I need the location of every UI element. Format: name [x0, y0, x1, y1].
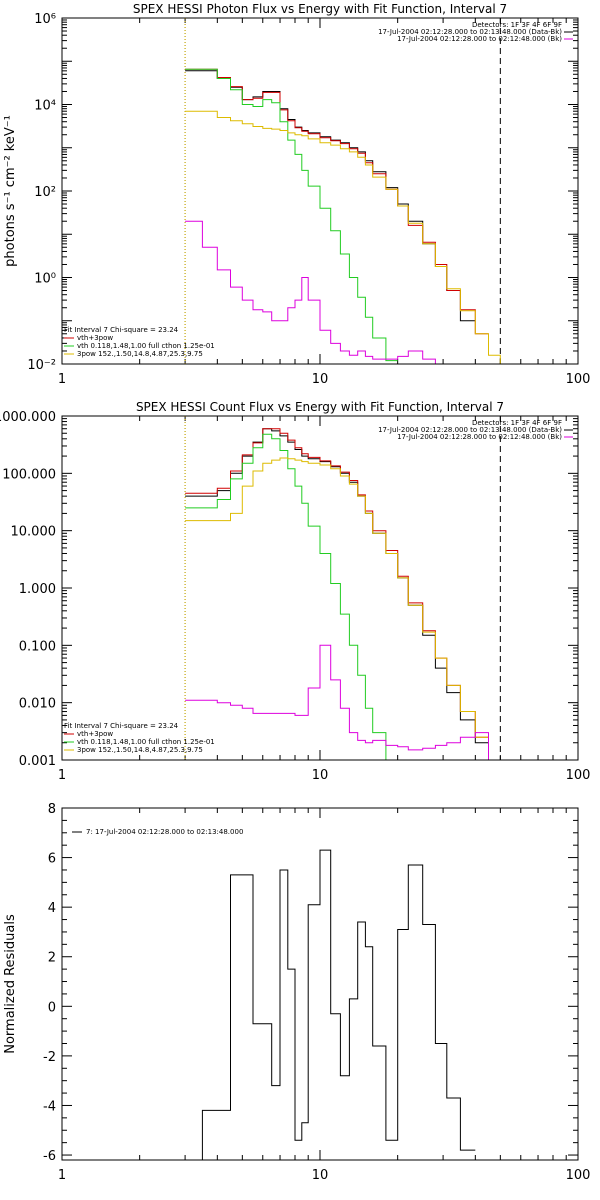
y-tick-label: 1000.000 — [0, 410, 56, 425]
series-line-4 — [185, 110, 511, 364]
legend-entry: Fit Interval 7 Chi-square = 23.24 — [64, 722, 179, 730]
x-axis-ticks — [61, 416, 567, 760]
x-axis-ticks — [61, 808, 567, 1160]
x-tick-label: 10 — [312, 768, 329, 783]
y-tick-label: 10² — [34, 185, 56, 200]
y-tick-label: 0.100 — [19, 639, 56, 654]
series-line-5 — [185, 220, 447, 364]
plot-frame — [61, 807, 579, 1161]
series-group — [185, 428, 501, 760]
series-line-2 — [185, 68, 489, 335]
legend-entry: vth+3pow — [77, 334, 113, 342]
legend-entry: Detectors: 1F 3F 4F 6F 9F — [472, 419, 562, 427]
series-line-3 — [185, 68, 398, 362]
y-tick-label: 4 — [48, 901, 56, 916]
legend-entry: vth 0.118,1.48,1.00 full cthon 1.25e-01 — [77, 342, 215, 350]
series-group — [185, 68, 511, 364]
series-line-1 — [185, 70, 476, 322]
series-line-3 — [185, 433, 398, 760]
series-group — [185, 849, 476, 1160]
chart-panel-1: SPEX HESSI Photon Flux vs Energy with Fi… — [3, 2, 590, 387]
x-tick-label: 10 — [312, 372, 329, 387]
x-tick-label: 1 — [58, 1168, 66, 1183]
series-line-2 — [185, 428, 489, 738]
y-tick-label: 10⁶ — [34, 12, 56, 27]
series-line-1 — [185, 849, 476, 1160]
y-tick-label: -2 — [43, 1050, 56, 1065]
x-tick-label: 100 — [566, 768, 591, 783]
x-tick-label: 100 — [566, 372, 591, 387]
y-tick-label: 2 — [48, 951, 56, 966]
y-tick-label: 8 — [48, 802, 56, 817]
y-tick-label: -4 — [43, 1099, 56, 1114]
series-line-4 — [185, 457, 501, 760]
y-tick-label: 0 — [48, 1000, 56, 1015]
x-tick-label: 1 — [58, 372, 66, 387]
plot-frame — [61, 415, 579, 761]
y-tick-label: 0.010 — [19, 697, 56, 712]
legend-entry: 17-Jul-2004 02:12:28.000 to 02:12:48.000… — [397, 433, 562, 441]
legend-entry: 17-Jul-2004 02:12:28.000 to 02:13:48.000… — [378, 28, 562, 36]
x-tick-label: 10 — [312, 1168, 329, 1183]
x-tick-label: 1 — [58, 768, 66, 783]
y-tick-label: 1.000 — [19, 582, 56, 597]
y-tick-label: 10⁴ — [34, 99, 56, 114]
legend-entry: Detectors: 1F 3F 4F 6F 9F — [472, 21, 562, 29]
legend-entry: Fit Interval 7 Chi-square = 23.24 — [64, 326, 179, 334]
y-tick-label: 100.000 — [2, 467, 56, 482]
y-axis-label: Normalized Residuals — [3, 914, 18, 1054]
legend-entry: 17-Jul-2004 02:12:28.000 to 02:12:48.000… — [397, 35, 562, 43]
chart-panel-3: Normalized Residuals 1 10 100 -6 -4 -2 0 2 4 6 8 7: … — [3, 802, 590, 1183]
y-tick-label: 10.000 — [11, 525, 57, 540]
x-axis-ticks — [61, 18, 567, 364]
chart-panel-2: SPEX HESSI Count Flux vs Energy with Fit… — [0, 400, 590, 783]
legend-entry: 17-Jul-2004 02:12:28.000 to 02:13:48.000… — [378, 426, 562, 434]
legend-entry: 3pow 152.,1.50,14.8,4.87,25.3,9.75 — [77, 350, 203, 358]
legend-entry: 7: 17-Jul-2004 02:12:28.000 to 02:13:48.… — [86, 828, 243, 836]
legend-entry: 3pow 152.,1.50,14.8,4.87,25.3,9.75 — [77, 746, 203, 754]
x-tick-label: 100 — [566, 1168, 591, 1183]
chart-title: SPEX HESSI Count Flux vs Energy with Fit… — [136, 400, 504, 414]
legend-entry: vth 0.118,1.48,1.00 full cthon 1.25e-01 — [77, 738, 215, 746]
series-line-5 — [185, 644, 501, 760]
legend-entry: vth+3pow — [77, 730, 113, 738]
y-tick-label: 0.001 — [19, 754, 56, 769]
y-axis-ticks — [62, 418, 578, 761]
y-tick-label: 10⁻² — [27, 358, 56, 373]
chart-title: SPEX HESSI Photon Flux vs Energy with Fi… — [133, 2, 507, 16]
y-tick-label: -6 — [43, 1149, 56, 1164]
y-tick-label: 10⁰ — [34, 272, 56, 287]
y-axis-label: photons s⁻¹ cm⁻² keV⁻¹ — [3, 115, 18, 267]
y-tick-label: 6 — [48, 852, 56, 867]
plot-frame — [61, 17, 579, 365]
